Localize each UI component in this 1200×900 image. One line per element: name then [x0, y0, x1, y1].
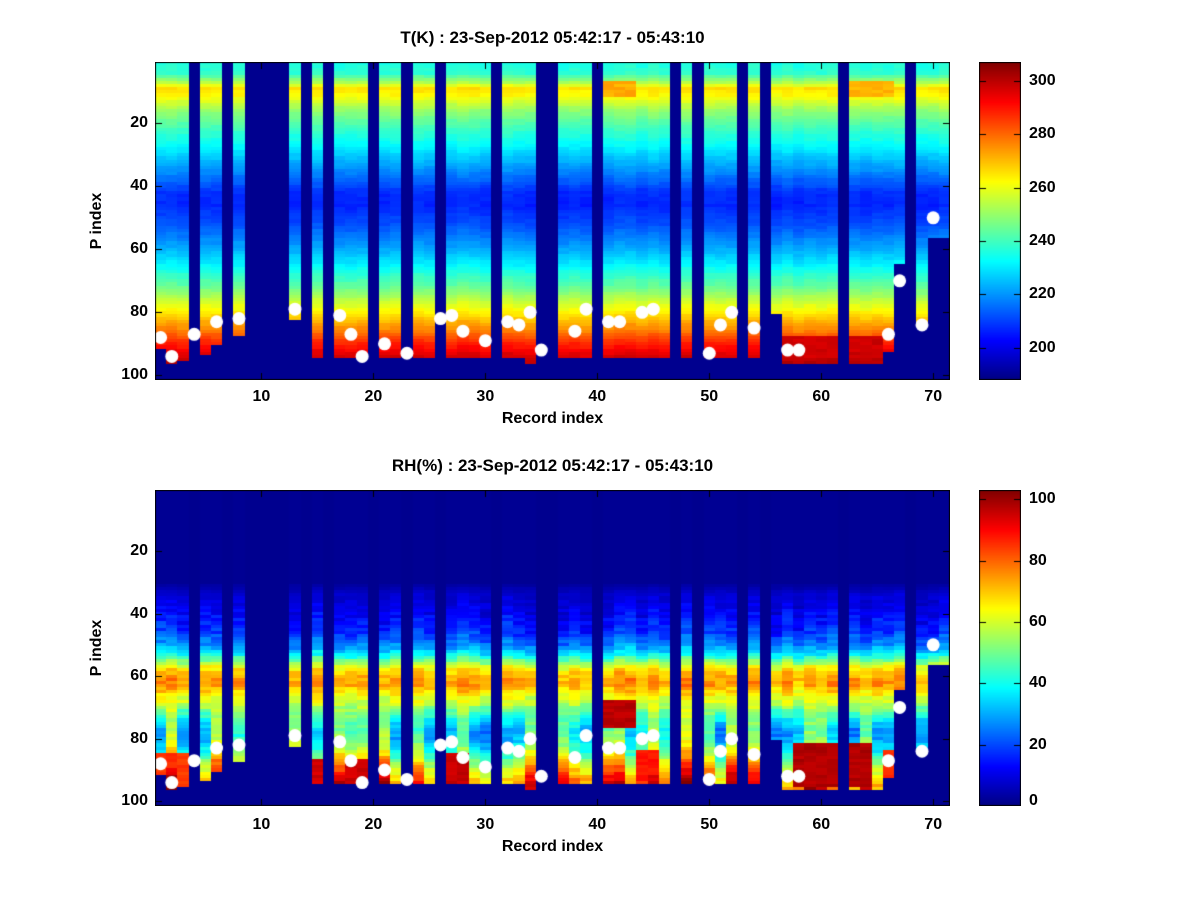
x-tick-label: 70 [924, 816, 943, 833]
y-tick-label: 100 [121, 792, 148, 810]
y-tick-label: 60 [130, 240, 148, 258]
colorbar-tick-label: 220 [1029, 285, 1056, 303]
colorbar-tick-label: 0 [1029, 792, 1038, 809]
humidity-panel-title: RH(%) : 23-Sep-2012 05:42:17 - 05:43:10 [391, 456, 714, 475]
colorbar-tick-label: 80 [1029, 551, 1047, 569]
temperature-colorbar [979, 62, 1021, 380]
colorbar-tick-label: 100 [1029, 490, 1056, 508]
y-tick-label: 60 [130, 667, 148, 685]
x-tick-label: 10 [252, 816, 271, 833]
colorbar-tick-label: 200 [1029, 338, 1056, 356]
y-tick-label: 80 [130, 303, 148, 321]
x-tick-label: 60 [812, 388, 831, 405]
y-tick-label: 20 [130, 542, 148, 559]
humidity-xaxis-label: Record index [501, 838, 604, 855]
temperature-xaxis-label: Record index [501, 410, 604, 427]
y-tick-label: 100 [121, 366, 148, 384]
temperature-panel-title: T(K) : 23-Sep-2012 05:42:17 - 05:43:10 [400, 28, 705, 47]
colorbar-tick-label: 280 [1029, 125, 1056, 143]
x-tick-label: 50 [700, 816, 719, 833]
colorbar-tick-label: 260 [1029, 178, 1056, 196]
x-tick-label: 40 [588, 388, 607, 405]
x-tick-label: 30 [476, 388, 495, 405]
x-tick-label: 10 [252, 388, 271, 405]
x-tick-label: 20 [364, 388, 383, 405]
y-tick-label: 40 [130, 177, 148, 195]
colorbar-tick-label: 40 [1029, 674, 1047, 692]
y-tick-label: 80 [130, 729, 148, 747]
x-tick-label: 20 [364, 816, 383, 833]
x-tick-label: 30 [476, 816, 495, 833]
temperature-heatmap [155, 62, 950, 380]
colorbar-tick-label: 20 [1029, 735, 1047, 753]
colorbar-tick-label: 300 [1029, 71, 1056, 89]
colorbar-tick-label: 240 [1029, 232, 1056, 250]
x-tick-label: 50 [700, 388, 719, 405]
humidity-colorbar [979, 490, 1021, 806]
humidity-heatmap [155, 490, 950, 806]
x-tick-label: 70 [924, 388, 943, 405]
y-tick-label: 20 [130, 114, 148, 132]
x-tick-label: 60 [812, 816, 831, 833]
x-tick-label: 40 [588, 816, 607, 833]
y-tick-label: 40 [130, 604, 148, 622]
colorbar-tick-label: 60 [1029, 612, 1047, 630]
